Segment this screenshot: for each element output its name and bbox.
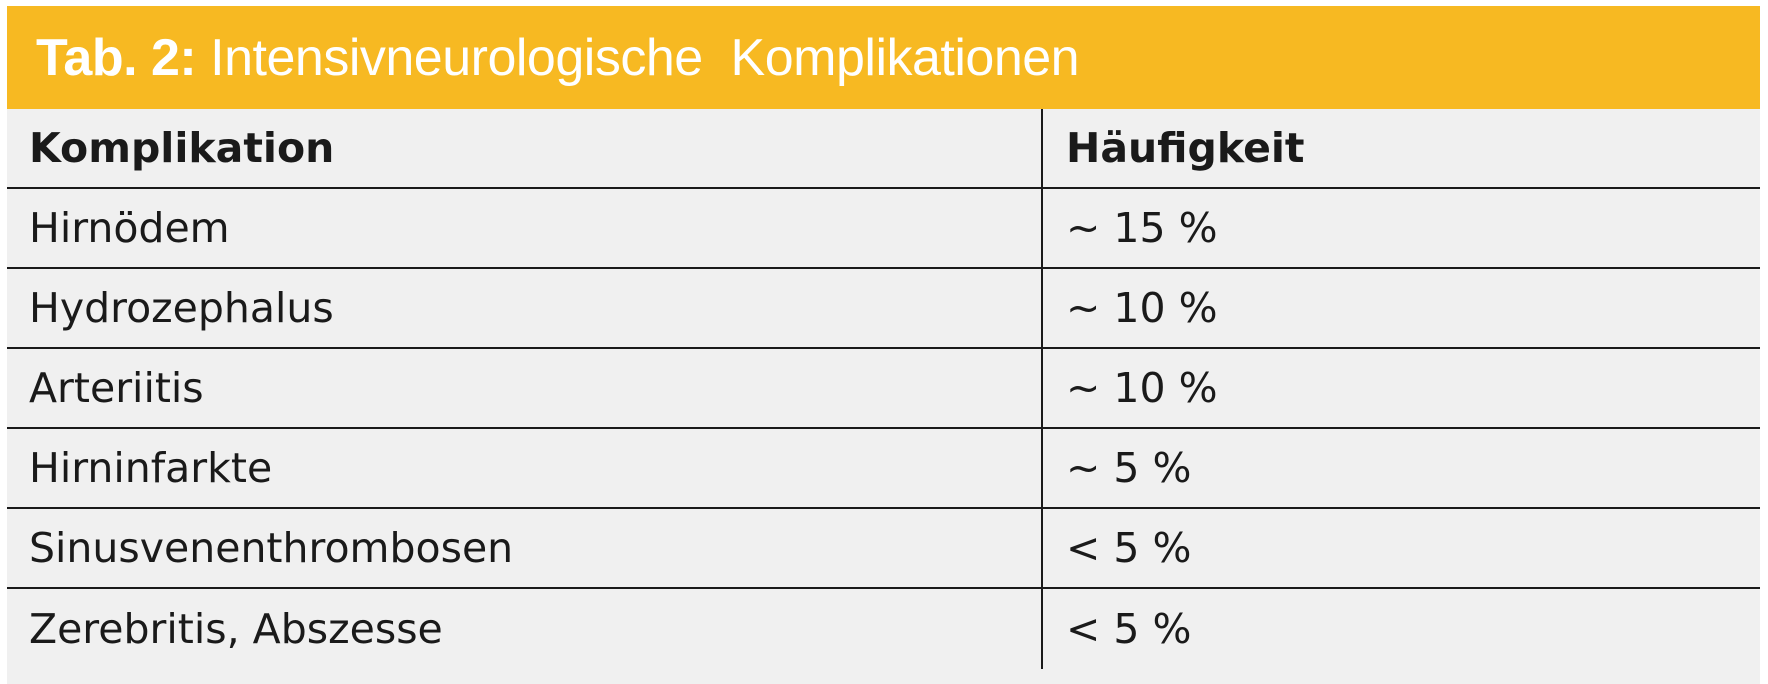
table-row: Zerebritis, Abszesse < 5 %: [7, 589, 1760, 669]
frequency-cell: ~ 10 %: [1066, 364, 1218, 412]
table-number: Tab. 2:: [36, 28, 197, 87]
complication-cell: Arteriitis: [7, 349, 1043, 427]
table-row: Hirninfarkte ~ 5 %: [7, 429, 1760, 509]
complication-cell: Zerebritis, Abszesse: [7, 589, 1043, 669]
column-header-complication: Komplikation: [7, 109, 1043, 187]
complication-cell: Hirninfarkte: [7, 429, 1043, 507]
table-row: Sinusvenenthrombosen < 5 %: [7, 509, 1760, 589]
table-grid: Komplikation Häufigkeit Hirnödem ~ 15 % …: [7, 109, 1760, 669]
frequency-cell: ~ 15 %: [1066, 204, 1218, 252]
column-header-frequency: Häufigkeit: [1066, 124, 1305, 172]
complication-cell: Hydrozephalus: [7, 269, 1043, 347]
complications-table: Tab. 2: Intensivneurologische Komplikati…: [7, 6, 1760, 684]
table-header-row: Komplikation Häufigkeit: [7, 109, 1760, 189]
table-title: Tab. 2: Intensivneurologische Komplikati…: [36, 28, 1080, 88]
table-row: Hirnödem ~ 15 %: [7, 189, 1760, 269]
table-row: Hydrozephalus ~ 10 %: [7, 269, 1760, 349]
frequency-cell: < 5 %: [1066, 605, 1192, 653]
complication-cell: Hirnödem: [7, 189, 1043, 267]
frequency-cell: < 5 %: [1066, 524, 1192, 572]
table-title-bar: Tab. 2: Intensivneurologische Komplikati…: [7, 6, 1760, 109]
table-row: Arteriitis ~ 10 %: [7, 349, 1760, 429]
table-caption: Intensivneurologische Komplikationen: [210, 28, 1080, 87]
frequency-cell: ~ 10 %: [1066, 284, 1218, 332]
complication-cell: Sinusvenenthrombosen: [7, 509, 1043, 587]
frequency-cell: ~ 5 %: [1066, 444, 1192, 492]
